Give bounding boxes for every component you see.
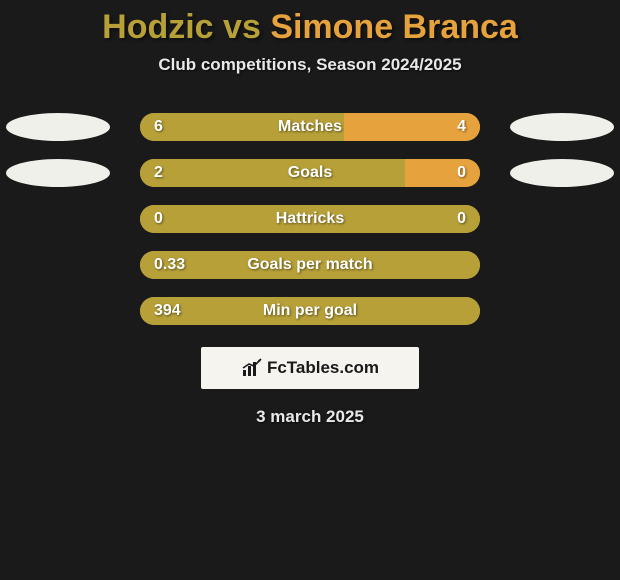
player1-ellipse (6, 159, 110, 187)
source-logo-text: FcTables.com (267, 358, 379, 378)
stat-row: Min per goal394 (0, 297, 620, 325)
player1-ellipse (6, 113, 110, 141)
stat-bar: Hattricks0 0 (140, 205, 480, 233)
player2-ellipse (510, 159, 614, 187)
subtitle: Club competitions, Season 2024/2025 (0, 55, 620, 75)
stat-row: Goals per match0.33 (0, 251, 620, 279)
stat-bar: Matches6 4 (140, 113, 480, 141)
stat-row: Matches6 4 (0, 113, 620, 141)
page-title: Hodzic vs Simone Branca (0, 8, 620, 47)
stat-bar: Goals per match0.33 (140, 251, 480, 279)
stat-bar: Goals2 0 (140, 159, 480, 187)
stat-rows: Matches64Goals20Hattricks00Goals per mat… (0, 113, 620, 325)
stat-row: Goals2 0 (0, 159, 620, 187)
source-logo: FcTables.com (201, 347, 419, 389)
stat-bar: Min per goal394 (140, 297, 480, 325)
date-label: 3 march 2025 (0, 407, 620, 427)
player1-name: Hodzic (102, 8, 213, 46)
left-value: 394 (154, 297, 181, 325)
left-value: 0.33 (154, 251, 185, 279)
left-value: 2 (154, 159, 163, 187)
chart-icon (241, 358, 263, 378)
right-value: 4 (457, 113, 466, 141)
stat-label: Matches (140, 113, 480, 141)
stat-label: Goals (140, 159, 480, 187)
left-value: 6 (154, 113, 163, 141)
right-value: 0 (457, 159, 466, 187)
vs-separator: vs (214, 8, 271, 46)
player2-ellipse (510, 113, 614, 141)
stat-label: Goals per match (140, 251, 480, 279)
stat-row: Hattricks0 0 (0, 205, 620, 233)
comparison-widget: Hodzic vs Simone Branca Club competition… (0, 0, 620, 427)
right-value: 0 (457, 205, 466, 233)
player2-name: Simone Branca (270, 8, 518, 46)
stat-label: Min per goal (140, 297, 480, 325)
left-value: 0 (154, 205, 163, 233)
stat-label: Hattricks (140, 205, 480, 233)
